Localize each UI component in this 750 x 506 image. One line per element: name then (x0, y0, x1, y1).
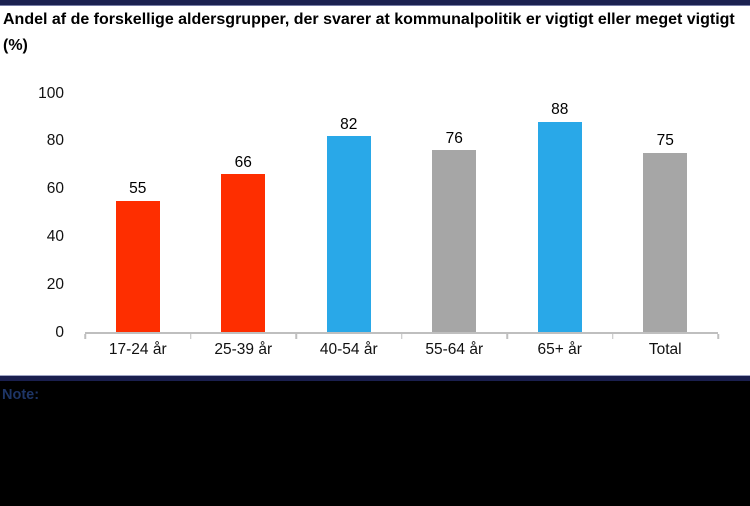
bar (115, 200, 160, 332)
bar-value-label: 88 (551, 101, 569, 119)
y-tick-label: 0 (55, 323, 64, 341)
y-tick-label: 100 (38, 84, 64, 102)
x-axis-label: 55-64 år (425, 341, 484, 358)
bar-column: 88 (507, 93, 613, 332)
bar-value-label: 76 (445, 129, 463, 147)
x-axis-labels: 17-24 år 25-39 år 40-54 år 55-64 år 65+ år To… (85, 341, 718, 359)
x-axis-label: Total (648, 341, 682, 358)
bar (537, 121, 582, 332)
bar-value-label: 66 (234, 153, 252, 171)
y-tick-label: 80 (46, 132, 64, 150)
x-axis-tick (84, 334, 86, 339)
bar-column: 55 (85, 93, 191, 332)
bar-column: 82 (296, 93, 402, 332)
x-axis-label: 65+ år (537, 341, 582, 358)
x-axis-tick (295, 334, 297, 339)
top-accent-bar (0, 0, 750, 6)
x-axis-tick (400, 334, 403, 339)
x-axis-tick (506, 334, 508, 339)
bar-column: 66 (191, 93, 297, 332)
bar (326, 136, 371, 332)
bar-column: 76 (402, 93, 508, 332)
x-axis-tick (717, 334, 719, 339)
x-axis-label: 25-39 år (214, 341, 273, 358)
footer: Note: (0, 381, 750, 506)
bar-value-label: 82 (340, 115, 358, 133)
bar (221, 174, 266, 332)
bar-column: 75 (613, 93, 719, 332)
bar (432, 150, 477, 332)
x-axis-label: 40-54 år (319, 341, 378, 358)
chart-title: Andel af de forskellige aldersgrupper, d… (3, 11, 735, 54)
bar-value-label: 55 (129, 180, 147, 198)
bar-value-label: 75 (656, 132, 674, 150)
plot-area: 55 66 82 76 88 75 (84, 93, 719, 339)
y-tick-label: 20 (46, 275, 64, 293)
x-axis-tick (611, 334, 614, 339)
footer-separator (0, 375, 750, 381)
bar (643, 152, 688, 332)
note-label: Note: (2, 387, 40, 403)
x-axis-tick (189, 334, 192, 339)
x-axis-label: 17-24 år (108, 341, 167, 358)
y-tick-label: 60 (46, 179, 64, 197)
y-tick-label: 40 (46, 227, 64, 245)
y-axis: 0 20 40 60 80 100 (18, 85, 64, 339)
